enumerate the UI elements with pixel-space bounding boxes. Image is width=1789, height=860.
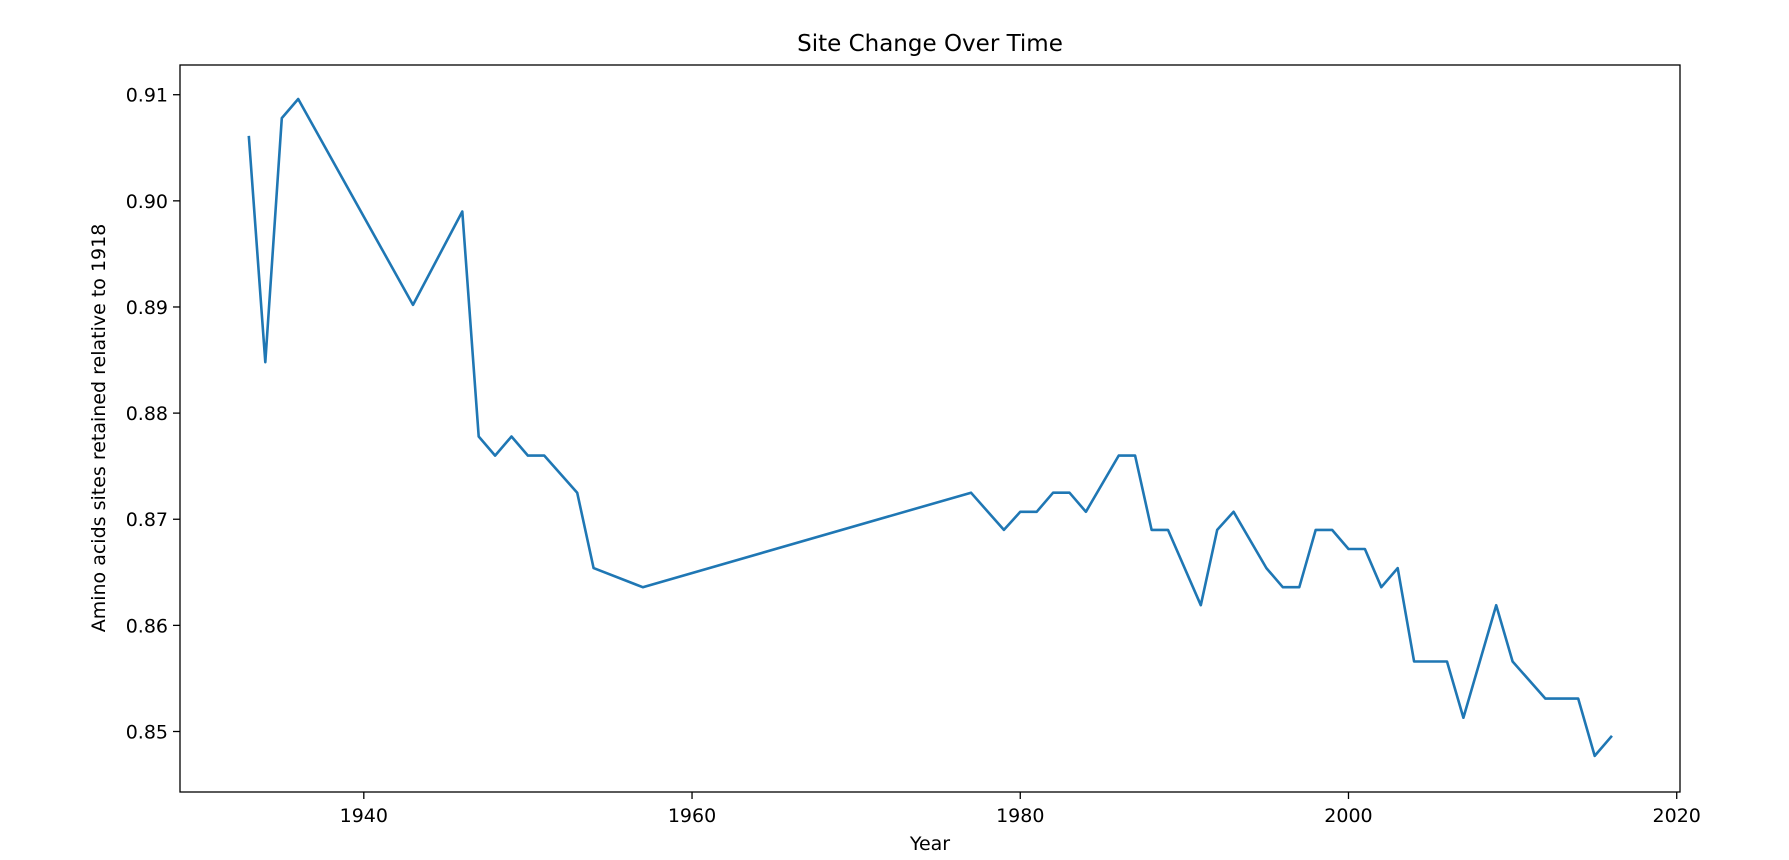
x-tick-label: 2020 <box>1653 805 1701 827</box>
y-tick-label: 0.85 <box>126 722 168 744</box>
y-axis-ticks: 0.85 0.86 0.87 0.88 0.89 0.90 0.91 <box>126 85 180 744</box>
x-axis-ticks: 1940 1960 1980 2000 2020 <box>340 792 1701 827</box>
series-line <box>247 97 1613 758</box>
x-tick-label: 2000 <box>1324 805 1372 827</box>
y-tick-label: 0.91 <box>126 85 168 107</box>
x-axis-label: Year <box>909 833 950 855</box>
x-tick-label: 1960 <box>668 805 716 827</box>
y-tick-label: 0.89 <box>126 297 168 319</box>
x-tick-label: 1940 <box>340 805 388 827</box>
y-axis-label: Amino acids sites retained relative to 1… <box>88 224 110 633</box>
y-tick-label: 0.87 <box>126 509 168 531</box>
y-tick-label: 0.88 <box>126 403 168 425</box>
chart-title: Site Change Over Time <box>797 31 1063 57</box>
y-tick-label: 0.90 <box>126 191 168 213</box>
x-tick-label: 1980 <box>996 805 1044 827</box>
y-tick-label: 0.86 <box>126 615 168 637</box>
axes-frame <box>179 64 1681 793</box>
plot-area <box>247 97 1613 758</box>
